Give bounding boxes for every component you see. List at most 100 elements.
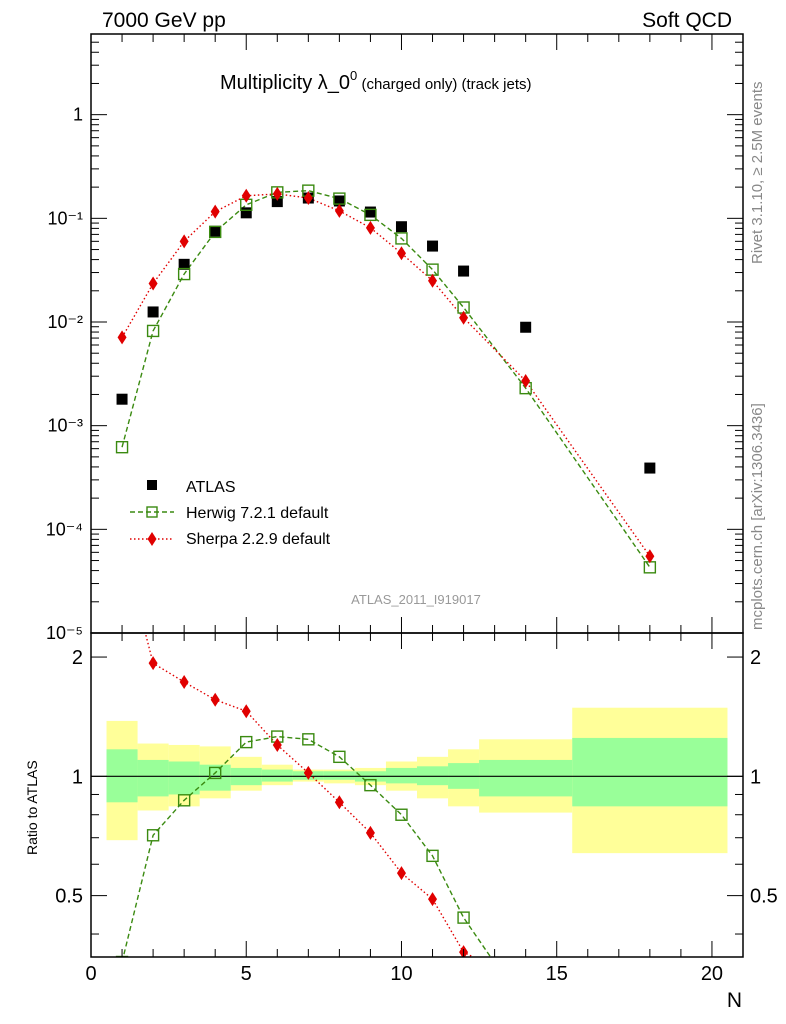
analysis-watermark: ATLAS_2011_I919017 — [351, 592, 481, 607]
herwig-ratio-point — [208, 766, 222, 780]
sherpa-point — [272, 186, 282, 201]
herwig-ratio-point — [177, 794, 191, 807]
rivet-label: Rivet 3.1.10, ≥ 2.5M events — [749, 82, 766, 265]
y-axis-label: Ratio to ATLAS — [24, 760, 40, 855]
uncertainty-band-inner — [199, 764, 231, 791]
x-tick-label: 5 — [241, 963, 252, 985]
herwig-ratio-point — [426, 849, 439, 863]
main-y-tick-label: 10⁻³ — [47, 416, 83, 436]
herwig-point — [115, 440, 129, 454]
x-tick-label: 15 — [546, 963, 568, 985]
main-y-tick-label: 10⁻¹ — [47, 208, 83, 228]
atlas-data-point — [395, 221, 407, 233]
ratio-y-tick-label-right: 0.5 — [750, 886, 778, 908]
ratio-y-tick-label: 0.5 — [55, 886, 83, 908]
atlas-data-point — [209, 225, 221, 237]
herwig-ratio-point — [520, 1003, 531, 1014]
plot-title-superscript: 0 — [350, 68, 357, 83]
herwig-point — [208, 225, 222, 239]
herwig-point — [395, 232, 408, 245]
main-y-tick-label: 10⁻² — [47, 312, 83, 332]
atlas-data-point — [333, 195, 345, 207]
header-right: Soft QCD — [642, 9, 732, 32]
uncertainty-band-inner — [323, 771, 355, 780]
ratio-plot-area — [91, 633, 743, 1014]
sherpa-line — [121, 193, 651, 557]
atlas-data-point — [240, 207, 252, 219]
uncertainty-band-inner — [572, 737, 728, 807]
sherpa-ratio-point — [272, 737, 282, 752]
herwig-point — [364, 208, 377, 222]
uncertainty-band-inner — [479, 759, 573, 797]
atlas-data-point — [364, 206, 376, 218]
atlas-data-point — [427, 240, 439, 252]
herwig-point — [426, 263, 439, 276]
sherpa-point — [179, 234, 189, 249]
herwig-ratio-point — [240, 735, 253, 749]
herwig-point — [177, 267, 191, 281]
sherpa-point — [334, 203, 344, 218]
sherpa-ratio-point — [241, 704, 251, 719]
ratio-frame — [90, 632, 744, 958]
sherpa-ratio-point — [210, 692, 220, 707]
sherpa-ratio-point — [148, 656, 158, 671]
x-axis-label: N — [727, 989, 742, 1012]
sherpa-point — [521, 373, 531, 388]
sherpa-ratio-point — [428, 892, 438, 907]
uncertainty-band-inner — [417, 766, 449, 786]
ratio-y-tick-label-right: 2 — [750, 647, 761, 669]
herwig-ratio-point — [457, 911, 470, 924]
uncertainty-band-inner — [385, 767, 417, 784]
sherpa-point — [365, 220, 375, 235]
ratio-y-tick-label: 2 — [72, 647, 83, 669]
uncertainty-band-inner — [261, 769, 293, 782]
sherpa-point — [241, 188, 251, 203]
ratio-y-tick-label: 1 — [72, 766, 83, 788]
atlas-data-point — [520, 321, 532, 333]
atlas-data-point — [116, 393, 128, 405]
sherpa-ratio-point — [334, 795, 344, 810]
ratio-panel: 0.5 0.51 12 20 5 10 15 20 — [55, 632, 778, 1014]
uncertainty-band-inner — [168, 761, 200, 795]
legend-herwig-marker — [146, 506, 158, 518]
x-tick-label: 20 — [701, 963, 723, 985]
atlas-data-point — [271, 196, 283, 208]
sherpa-point — [303, 191, 313, 206]
atlas-data-point — [458, 265, 470, 277]
main-y-tick-label: 10⁻⁴ — [46, 519, 83, 539]
ratio-y-tick-label-right: 1 — [750, 766, 761, 788]
sherpa-ratio-point — [396, 866, 406, 881]
plot-title-suffix: (charged only) (track jets) — [357, 76, 531, 93]
sherpa-point — [459, 310, 469, 325]
herwig-ratio-point — [146, 829, 160, 842]
sherpa-point — [148, 276, 158, 291]
main-y-tick-label: 1 — [73, 105, 83, 125]
sherpa-ratio-point — [521, 977, 530, 991]
legend-label-sherpa: Sherpa 2.2.9 default — [186, 531, 331, 548]
herwig-ratio-point — [364, 778, 377, 792]
legend-label-atlas: ATLAS — [186, 479, 236, 496]
atlas-data-point — [644, 462, 656, 474]
herwig-ratio-line — [122, 735, 492, 957]
herwig-ratio-point — [115, 955, 129, 957]
herwig-point — [643, 561, 657, 574]
sherpa-point — [396, 246, 406, 261]
legend-label-herwig: Herwig 7.2.1 default — [186, 505, 329, 522]
herwig-point — [146, 324, 160, 338]
sherpa-ratio-point — [365, 825, 375, 840]
herwig-ratio-point — [333, 750, 346, 764]
sherpa-ratio-point — [179, 675, 189, 690]
herwig-ratio-point — [395, 808, 408, 821]
legend-data-marker — [147, 480, 157, 490]
legend: ATLAS Herwig 7.2.1 default Sherpa 2.2.9 … — [130, 479, 331, 548]
main-y-tick-label: 10⁻⁵ — [46, 623, 83, 643]
sherpa-point — [645, 549, 655, 564]
sherpa-point — [210, 204, 220, 219]
sherpa-ratio-point — [303, 765, 313, 780]
legend-sherpa-marker — [147, 532, 157, 546]
header-left: 7000 GeV pp — [102, 9, 226, 32]
main-plot-area — [115, 184, 657, 574]
sherpa-point — [117, 330, 127, 345]
plot-title: Multiplicity λ_00 (charged only) (track … — [220, 68, 532, 94]
